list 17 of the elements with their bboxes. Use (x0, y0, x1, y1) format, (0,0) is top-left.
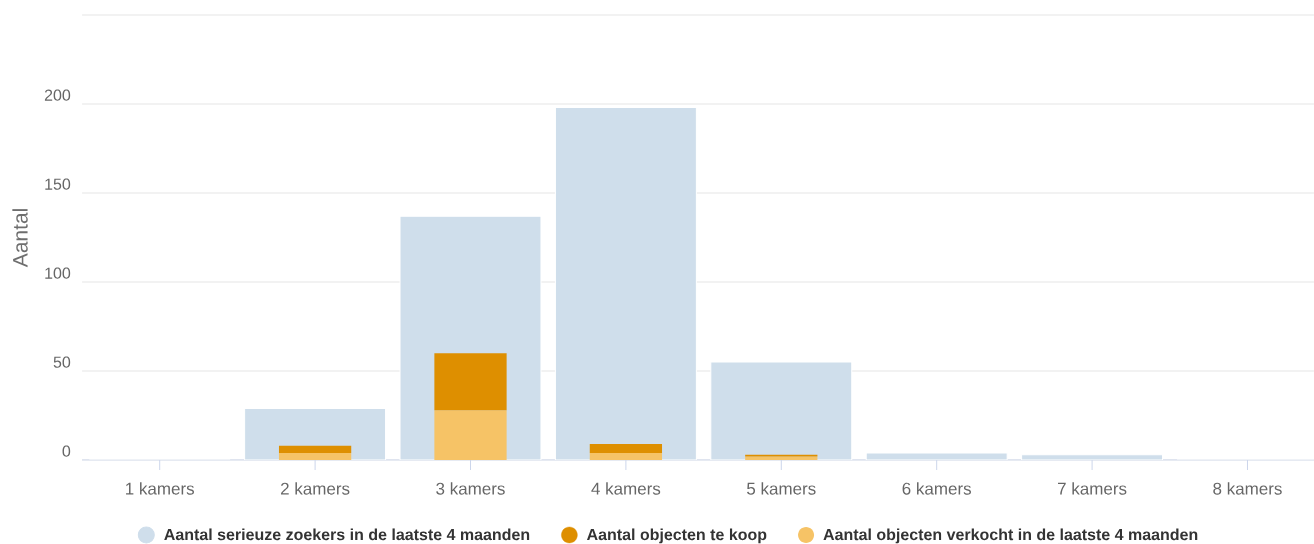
x-tick-label: 7 kamers (1058, 482, 1127, 495)
y-axis-title: Aantal (12, 209, 28, 268)
legend-label: Aantal objecten verkocht in de laatste 4 maanden (823, 528, 1198, 544)
legend-label: Aantal objecten te koop (586, 528, 767, 544)
x-tick-label: 2 kamers (281, 482, 350, 495)
x-tick-label: 6 kamers (902, 482, 972, 495)
x-tick-label: 8 kamers (1213, 482, 1282, 495)
y-tick-label: 150 (45, 178, 71, 190)
y-tick-label: 100 (45, 267, 71, 279)
x-tick-label: 4 kamers (591, 482, 661, 495)
legend-label: Aantal serieuze zoekers in de laatste 4 maanden (164, 528, 530, 541)
x-tick-label: 5 kamers (747, 482, 816, 495)
y-tick-label: 0 (62, 445, 71, 457)
x-tick-label: 3 kamers (436, 482, 505, 495)
x-tick-label: 1 kamers (126, 482, 195, 495)
y-tick-label: 50 (53, 356, 71, 368)
y-tick-label: 200 (44, 89, 71, 101)
